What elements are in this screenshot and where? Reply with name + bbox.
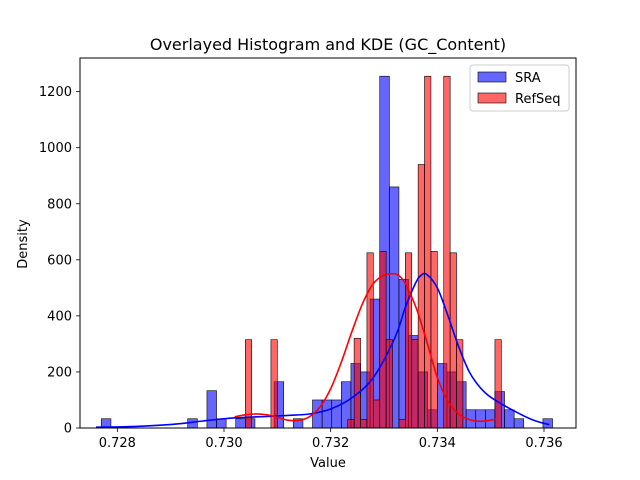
- histogram-bar-refseq: [347, 419, 355, 429]
- histogram-bar-refseq: [360, 419, 368, 429]
- x-tick-label: 0.730: [205, 436, 242, 451]
- legend-swatch-refseq: [477, 92, 507, 104]
- legend-label-sra: SRA: [515, 71, 541, 86]
- histogram-bar-refseq: [270, 339, 278, 429]
- histogram-bar-refseq: [366, 252, 374, 429]
- histogram-bar-refseq: [411, 339, 419, 429]
- y-tick-label: 800: [47, 197, 72, 212]
- x-tick-label: 0.736: [525, 436, 562, 451]
- legend: SRA RefSeq: [469, 64, 570, 112]
- histogram-bar-refseq: [398, 419, 406, 429]
- histogram-bar-refseq: [405, 252, 413, 429]
- y-tick-label: 0: [64, 422, 72, 437]
- y-tick-label: 200: [47, 365, 72, 380]
- chart-title: Overlayed Histogram and KDE (GC_Content): [150, 35, 506, 55]
- kde-line-refseq: [234, 272, 497, 423]
- legend-label-refseq: RefSeq: [515, 92, 561, 107]
- x-tick-label: 0.734: [419, 436, 456, 451]
- histogram-bar-sra: [475, 409, 486, 429]
- histogram-bar-refseq: [353, 337, 361, 429]
- y-axis-title: Density: [16, 219, 31, 269]
- y-tick-label: 1000: [39, 141, 72, 156]
- legend-swatch-sra: [477, 71, 507, 83]
- histogram-bar-sra: [206, 390, 217, 429]
- x-axis-title: Value: [310, 456, 346, 471]
- y-tick-label: 400: [47, 309, 72, 324]
- y-tick-label: 1200: [39, 85, 72, 100]
- histogram-bar-refseq: [443, 75, 451, 429]
- histogram-bar-refseq: [430, 251, 438, 429]
- histogram-bar-sra: [235, 418, 246, 429]
- histogram-bar-refseq: [417, 164, 425, 429]
- histogram-bar-sra: [216, 418, 227, 429]
- x-axis: 0.728 0.730 0.732 0.734 0.736: [99, 428, 563, 451]
- x-tick-label: 0.732: [312, 436, 349, 451]
- x-tick-label: 0.728: [99, 436, 136, 451]
- y-axis: 0 200 400 600 800 1000 1200: [39, 85, 80, 437]
- y-tick-label: 600: [47, 253, 72, 268]
- plot-frame: [79, 57, 577, 429]
- kde-line-sra: [95, 272, 550, 428]
- histogram-bar-refseq: [494, 339, 502, 429]
- histogram-bar-sra: [504, 409, 515, 429]
- histogram-bar-sra: [513, 418, 525, 429]
- histogram-bar-refseq: [424, 75, 432, 429]
- histogram-bar-sra: [321, 399, 333, 429]
- histogram-bar-refseq: [373, 399, 381, 429]
- kde-layer: [95, 272, 550, 428]
